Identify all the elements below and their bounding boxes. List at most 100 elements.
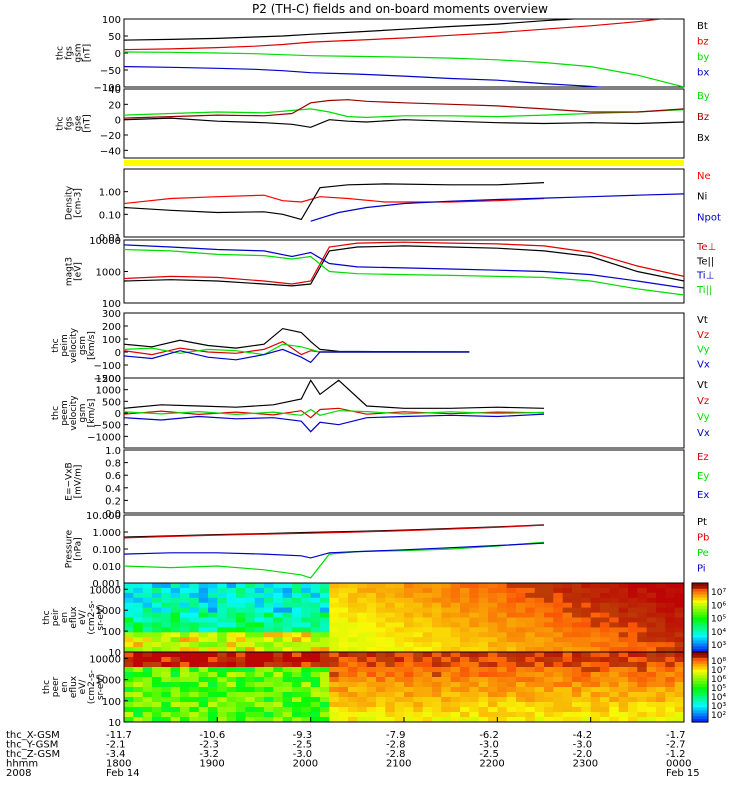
ephemeris-value: -3.2 (199, 749, 219, 760)
spectrogram-cell (208, 637, 218, 643)
spectrogram-cell (534, 662, 545, 668)
colorbar-segment (692, 701, 708, 706)
spectrogram-cell (161, 672, 172, 678)
spectrogram-cell (338, 717, 349, 722)
spectrogram-cell (357, 622, 368, 628)
spectrogram-cell (469, 602, 480, 609)
spectrogram-cell (656, 612, 666, 619)
colorbar-segment (692, 634, 708, 639)
spectrogram-cell (124, 667, 134, 673)
spectrogram-cell (590, 617, 601, 623)
spectrogram-cell (226, 637, 237, 643)
spectrogram-cell (208, 583, 218, 589)
spectrogram-cell (394, 627, 405, 633)
spectrogram-cell (441, 627, 452, 633)
spectrogram-cell (385, 717, 396, 722)
spectrogram-cell (133, 677, 144, 683)
spectrogram-cell (189, 702, 200, 708)
spectrogram-cell (198, 587, 209, 594)
series-line-Ti|| (124, 248, 684, 296)
colorbar-segment (692, 594, 708, 598)
spectrogram-cell (450, 712, 461, 718)
legend-label: Vz (697, 396, 709, 407)
spectrogram-cell (665, 712, 676, 718)
spectrogram-cell (488, 642, 498, 648)
spectrogram-cell (292, 682, 302, 688)
spectrogram-cell (609, 692, 620, 698)
spectrogram-cell (264, 647, 274, 652)
spectrogram-cell (338, 587, 349, 594)
spectrogram-cell (226, 642, 237, 648)
spectrogram-cell (422, 647, 433, 652)
spectrogram-cell (581, 667, 592, 673)
spectrogram-cell (534, 677, 545, 683)
spectrogram-cell (161, 712, 172, 718)
colorbar-segment (692, 626, 708, 630)
spectrogram-cell (292, 617, 302, 623)
spectrogram-cell (544, 587, 554, 594)
spectrogram-cell (665, 652, 676, 658)
spectrogram-cell (516, 682, 526, 688)
spectrogram-cell (282, 652, 293, 658)
spectrogram-cell (338, 652, 349, 658)
spectrogram-cell (609, 627, 620, 633)
spectrogram-cell (488, 712, 498, 718)
spectrogram-cell (366, 602, 377, 609)
spectrogram-cell (665, 602, 676, 609)
spectrogram-cell (161, 662, 172, 668)
spectrogram-cell (646, 607, 657, 614)
spectrogram-cell (320, 597, 330, 604)
spectrogram-cell (189, 667, 200, 673)
spectrogram-cell (348, 583, 358, 589)
spectrogram-cell (236, 662, 246, 668)
spectrogram-cell (422, 607, 433, 614)
y-axis-label: (cm2-s- (87, 670, 97, 704)
spectrogram-cell (142, 612, 153, 619)
spectrogram-cell (488, 587, 498, 594)
spectrogram-cell (572, 717, 582, 722)
spectrogram-cell (124, 617, 134, 623)
y-tick-label: 0.6 (105, 471, 121, 482)
spectrogram-cell (376, 602, 386, 609)
spectrogram-cell (366, 682, 377, 688)
spectrogram-cell (385, 707, 396, 713)
spectrogram-cell (385, 602, 396, 609)
spectrogram-cell (404, 583, 414, 589)
spectrogram-cell (245, 652, 256, 658)
ephemeris-value: 2000 (293, 759, 318, 770)
spectrogram-cell (618, 712, 629, 718)
spectrogram-cell (618, 597, 629, 604)
ephemeris-row-label: thc_Z-GSM (6, 749, 60, 760)
spectrogram-cell (544, 702, 554, 708)
spectrogram-cell (441, 617, 452, 623)
spectrogram-cell (198, 642, 209, 648)
spectrogram-cell (637, 602, 648, 609)
spectrogram-cell (609, 642, 620, 648)
colorbar-tick-label: 10⁶ (711, 675, 726, 685)
spectrogram-cell (497, 617, 508, 623)
spectrogram-cell (170, 592, 181, 599)
spectrogram-cell (338, 672, 349, 678)
spectrogram-cell (497, 662, 508, 668)
spectrogram-cell (572, 692, 582, 698)
spectrogram-cell (366, 627, 377, 633)
spectrogram-cell (609, 662, 620, 668)
spectrogram-cell (124, 682, 134, 688)
y-tick-label: 0.0 (105, 509, 121, 520)
spectrogram-cell (394, 583, 405, 589)
series-line-Bz (124, 99, 684, 119)
spectrogram-cell (413, 607, 424, 614)
spectrogram-cell (618, 583, 629, 589)
spectrogram-cell (217, 682, 228, 688)
spectrogram-cell (170, 677, 181, 683)
series-line-bx (124, 66, 606, 87)
spectrogram-cell (366, 702, 377, 708)
spectrogram-cell (236, 637, 246, 643)
spectrogram-cell (226, 677, 237, 683)
spectrogram-cell (450, 632, 461, 638)
ephemeris-value: -3.4 (106, 749, 126, 760)
spectrogram-cell (450, 597, 461, 604)
colorbar-segment (692, 631, 708, 636)
spectrogram-cell (133, 647, 144, 652)
